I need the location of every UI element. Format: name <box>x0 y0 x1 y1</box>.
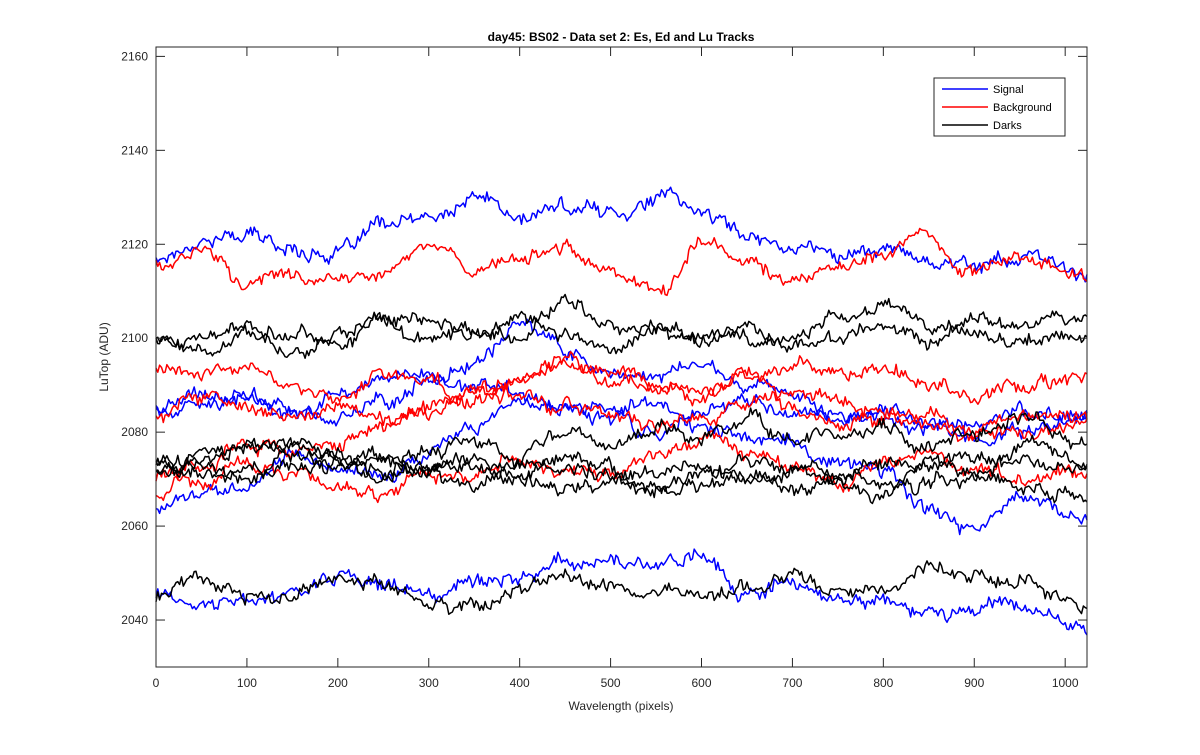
series-line-darks-16 <box>155 560 1088 615</box>
series-line-darks-12 <box>155 407 1088 471</box>
x-tick-label: 900 <box>964 676 984 690</box>
series-layer <box>155 186 1088 636</box>
y-tick-label: 2080 <box>121 425 148 439</box>
legend-label-background: Background <box>993 102 1052 114</box>
legend: Signal Background Darks <box>933 77 1066 137</box>
y-tick-label: 2040 <box>121 613 148 627</box>
series-line-background-9 <box>155 430 1088 504</box>
series-line-background-7 <box>155 385 1088 440</box>
series-line-darks-15 <box>155 437 1088 505</box>
y-tick-label: 2100 <box>121 331 148 345</box>
series-line-darks-10 <box>155 293 1088 351</box>
x-tick-label: 600 <box>691 676 711 690</box>
series-line-background-5 <box>155 227 1088 297</box>
plot-area-background <box>156 47 1087 667</box>
legend-label-signal: Signal <box>993 84 1024 96</box>
series-line-signal-2 <box>155 374 1088 442</box>
x-tick-label: 800 <box>873 676 893 690</box>
series-line-darks-11 <box>155 310 1088 359</box>
chart-title: day45: BS02 - Data set 2: Es, Ed and Lu … <box>488 30 755 44</box>
plot-area-frame <box>155 46 1088 668</box>
series-line-signal-1 <box>155 318 1088 447</box>
x-tick-label: 400 <box>510 676 530 690</box>
legend-label-darks: Darks <box>993 120 1022 132</box>
ticks-layer: 0 100 200 300 400 500 600 700 800 900 1000 2040 2060… <box>121 47 1087 690</box>
y-tick-label: 2140 <box>121 143 148 157</box>
x-tick-label: 100 <box>237 676 257 690</box>
series-line-background-6 <box>155 351 1088 410</box>
x-tick-label: 0 <box>153 676 160 690</box>
x-tick-label: 500 <box>601 676 621 690</box>
y-tick-label: 2060 <box>121 519 148 533</box>
series-line-darks-14 <box>155 445 1088 493</box>
y-axis-label: LuTop (ADU) <box>97 322 111 391</box>
y-tick-label: 2160 <box>121 49 148 63</box>
x-axis-label: Wavelength (pixels) <box>569 699 674 713</box>
x-tick-label: 300 <box>419 676 439 690</box>
series-line-background-8 <box>155 355 1088 502</box>
x-tick-label: 200 <box>328 676 348 690</box>
y-tick-label: 2120 <box>121 237 148 251</box>
series-line-darks-13 <box>155 434 1088 495</box>
series-line-signal-3 <box>155 396 1088 536</box>
x-tick-label: 1000 <box>1052 676 1079 690</box>
x-tick-label: 700 <box>782 676 802 690</box>
series-line-signal-0 <box>155 186 1088 283</box>
